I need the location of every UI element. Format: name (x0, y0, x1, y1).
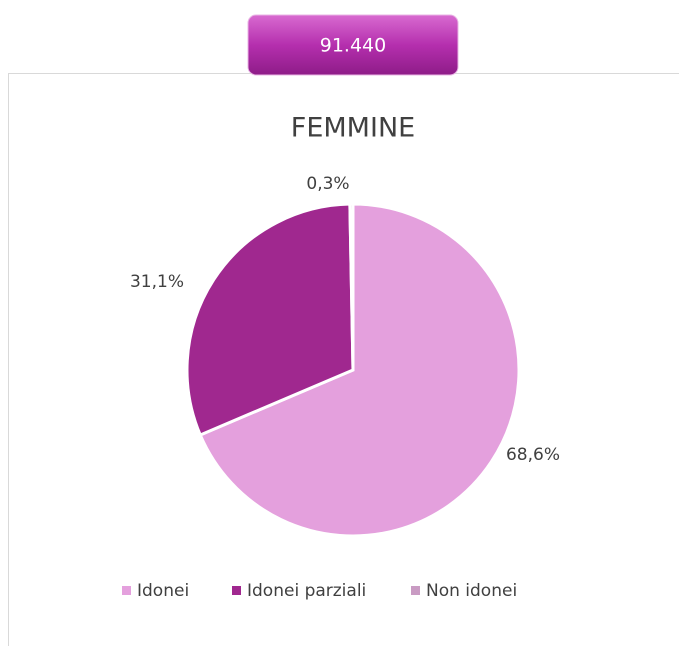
chart-title: FEMMINE (291, 113, 415, 144)
badge (247, 14, 459, 76)
data-label: 68,6% (506, 445, 560, 465)
data-label: 31,1% (130, 272, 184, 292)
badge-text: 91.440 (320, 35, 386, 57)
data-label: 0,3% (306, 174, 349, 194)
pie-slice (198, 202, 521, 538)
legend-label: Non idonei (426, 581, 517, 601)
legend-marker (122, 586, 131, 595)
legend-label: Idonei (137, 581, 189, 601)
legend-marker (232, 586, 241, 595)
pie-slice (185, 202, 355, 437)
pie-slice (348, 202, 355, 371)
legend-marker (411, 586, 420, 595)
legend-label: Idonei parziali (247, 581, 366, 601)
